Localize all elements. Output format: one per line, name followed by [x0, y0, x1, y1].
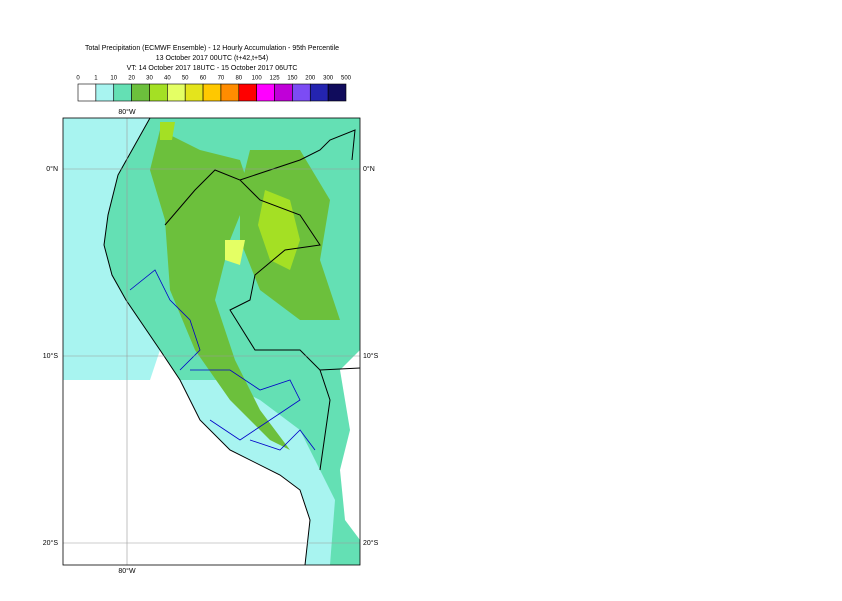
map-labels: 80°W 80°W 0°N 10°S 20°S 0°N 10°S 20°S: [43, 108, 379, 575]
colorbar-label: 150: [287, 76, 298, 82]
colorbar-box: [274, 83, 293, 102]
title-line: Total Precipitation (ECMWF Ensemble) - 1…: [85, 45, 339, 52]
colorbar-label: 1: [94, 76, 98, 82]
colorbar-box: [77, 83, 97, 102]
map-frame: [62, 117, 361, 566]
moderate-rain: [150, 130, 290, 450]
colorbar-label: 100: [252, 76, 263, 82]
title-line: 13 October 2017 00UTC (t+42,t+54): [156, 55, 268, 62]
colorbar: 0 1 10 20 30 40 50 60 70 80 100 125 150 200 300 500: [76, 76, 352, 102]
lat-label: 10°S: [43, 352, 59, 360]
colorbar-label: 0: [76, 76, 80, 82]
lon-label: 80°W: [118, 567, 136, 575]
lat-label: 20°S: [363, 539, 379, 547]
colorbar-label: 300: [323, 76, 334, 82]
colorbar-box: [149, 83, 168, 102]
colorbar-box: [309, 83, 329, 102]
colorbar-box: [327, 83, 347, 102]
region-border: [129, 269, 201, 371]
lon-label: 80°W: [118, 108, 136, 116]
colorbar-box: [167, 83, 186, 102]
colorbar-label: 200: [305, 76, 316, 82]
colorbar-box: [184, 83, 204, 102]
colorbar-box: [113, 83, 132, 102]
colorbar-label: 20: [128, 76, 135, 82]
colorbar-box: [256, 83, 275, 102]
lat-label: 10°S: [363, 352, 379, 360]
regional-borders: [129, 269, 316, 451]
colorbar-label: 500: [341, 76, 352, 82]
title-block: Total Precipitation (ECMWF Ensemble) - 1…: [85, 45, 339, 72]
heavy-rain: [258, 190, 300, 270]
heavy-rain: [225, 240, 245, 265]
colorbar-box: [220, 83, 240, 102]
graticule: [63, 118, 360, 565]
title-line: VT: 14 October 2017 18UTC - 15 October 2…: [127, 65, 298, 72]
national-border: [319, 367, 361, 371]
colorbar-label: 40: [164, 76, 171, 82]
region-border: [249, 429, 316, 451]
map: [62, 117, 361, 566]
colorbar-box: [202, 83, 222, 102]
lat-label: 0°N: [363, 165, 375, 173]
national-border: [164, 169, 331, 471]
colorbar-label: 125: [270, 76, 281, 82]
colorbar-box: [131, 83, 150, 102]
colorbar-label: 30: [146, 76, 153, 82]
lat-label: 20°S: [43, 539, 59, 547]
heavy-rain: [160, 122, 175, 140]
colorbar-box: [238, 83, 257, 102]
colorbar-label: 10: [110, 76, 117, 82]
national-border: [239, 129, 356, 181]
lat-label: 0°N: [46, 165, 58, 173]
borders: [103, 117, 361, 566]
coastline: [103, 117, 311, 566]
colorbar-label: 60: [200, 76, 207, 82]
colorbar-label: 50: [182, 76, 189, 82]
colorbar-label: 80: [235, 76, 242, 82]
region-border: [190, 369, 301, 441]
colorbar-label: 70: [218, 76, 225, 82]
colorbar-box: [292, 83, 311, 102]
colorbar-box: [95, 83, 115, 102]
